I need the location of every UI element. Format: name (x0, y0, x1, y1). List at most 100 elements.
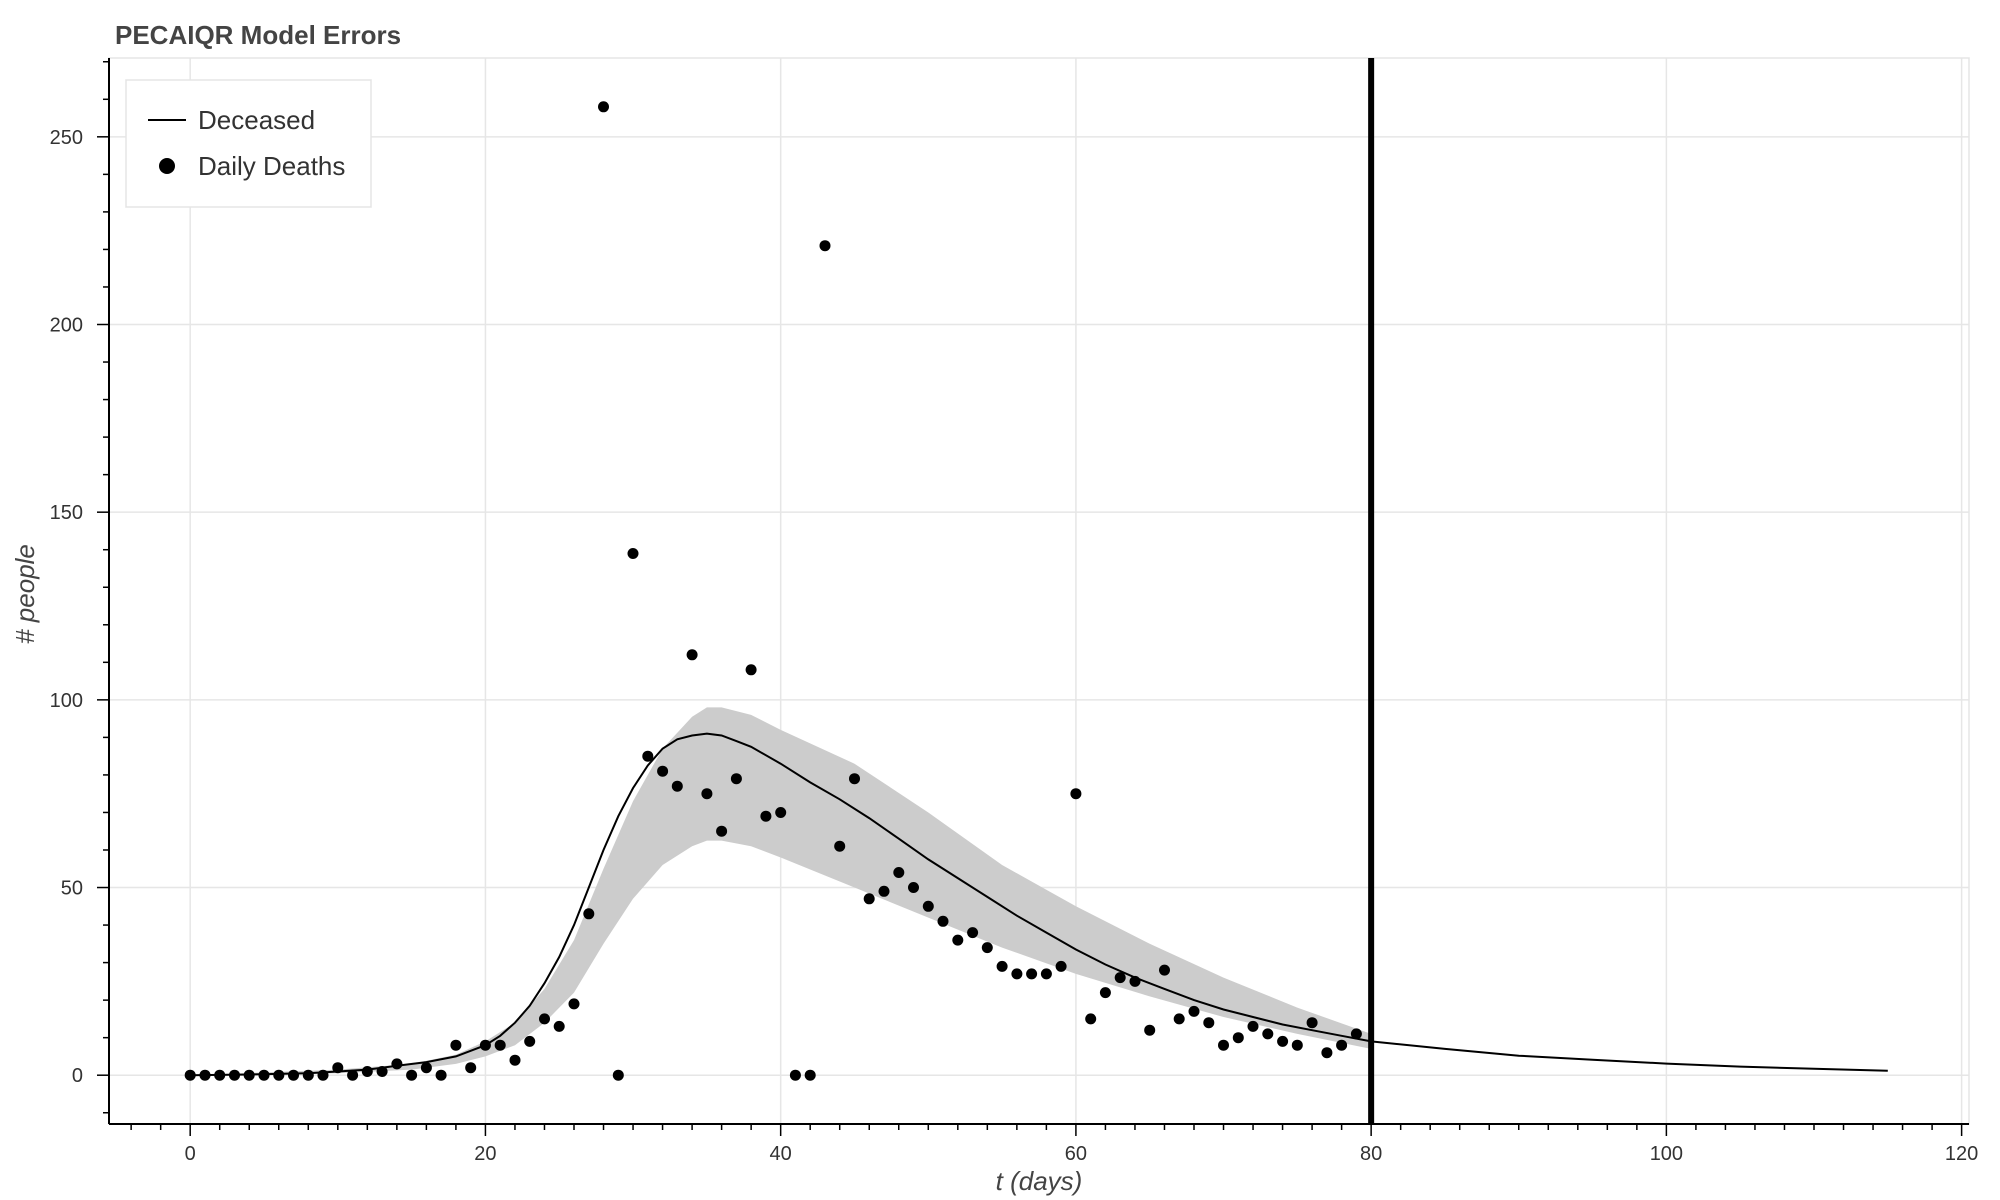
daily-deaths-point (1114, 972, 1126, 984)
daily-deaths-point (553, 1020, 565, 1032)
daily-deaths-point (583, 908, 595, 920)
daily-deaths-point (1159, 964, 1170, 976)
daily-deaths-point (952, 934, 964, 946)
daily-deaths-point (671, 780, 683, 792)
daily-deaths-point (967, 927, 979, 939)
daily-deaths-point (819, 240, 831, 252)
x-tick-label: 60 (1065, 1143, 1087, 1165)
x-tick-label: 100 (1650, 1143, 1683, 1165)
daily-deaths-point (1055, 960, 1067, 972)
y-tick-label: 0 (72, 1065, 83, 1087)
daily-deaths-point (1173, 1013, 1185, 1025)
daily-deaths-point (1099, 987, 1111, 999)
daily-deaths-point (657, 765, 669, 777)
daily-deaths-point (509, 1054, 521, 1066)
daily-deaths-point (479, 1039, 491, 1051)
uncertainty-band (190, 707, 1372, 1076)
daily-deaths-point (642, 750, 654, 762)
legend: Deceased Daily Deaths (125, 79, 372, 208)
y-tick-label: 100 (50, 690, 83, 712)
daily-deaths-point (243, 1069, 255, 1081)
legend-dot-swatch (159, 158, 175, 174)
y-axis-label: # people (10, 544, 40, 644)
daily-deaths-point (996, 960, 1008, 972)
daily-deaths-point (1321, 1047, 1333, 1059)
x-tick-label: 40 (770, 1143, 792, 1165)
daily-deaths-point (775, 807, 787, 818)
x-tick-label: 80 (1360, 1143, 1382, 1165)
daily-deaths-point (745, 664, 757, 676)
daily-deaths-point (229, 1069, 240, 1081)
daily-deaths-point (804, 1069, 816, 1081)
daily-deaths-point (834, 840, 846, 852)
daily-deaths-point (494, 1039, 506, 1051)
daily-deaths-point (465, 1062, 477, 1074)
daily-deaths-point (258, 1069, 270, 1081)
daily-deaths-point (1350, 1028, 1362, 1040)
daily-deaths-point (539, 1013, 550, 1025)
daily-deaths-point (730, 773, 742, 785)
daily-deaths-point (789, 1069, 801, 1081)
y-tick-label: 200 (50, 315, 83, 337)
x-tick-label: 20 (474, 1143, 496, 1165)
daily-deaths-point (302, 1069, 314, 1081)
daily-deaths-point (1144, 1024, 1156, 1036)
daily-deaths-point (1040, 968, 1052, 980)
daily-deaths-point (214, 1069, 226, 1081)
daily-deaths-point (568, 998, 580, 1010)
uncertainty-band-area (190, 707, 1372, 1076)
daily-deaths-point (760, 810, 772, 822)
daily-deaths-point (878, 885, 890, 897)
daily-deaths-point (376, 1066, 388, 1077)
daily-deaths-point (184, 1069, 196, 1081)
y-tick-label: 50 (61, 878, 83, 900)
daily-deaths-point (1011, 968, 1023, 980)
daily-deaths-point (1026, 968, 1038, 980)
daily-deaths-point (435, 1069, 447, 1081)
x-tick-label: 0 (185, 1143, 196, 1165)
daily-deaths-point (701, 788, 713, 800)
legend-label-daily-deaths: Daily Deaths (198, 151, 345, 181)
daily-deaths-point (863, 893, 875, 905)
daily-deaths-point (524, 1035, 536, 1047)
daily-deaths-series (184, 101, 1362, 1081)
daily-deaths-point (627, 548, 639, 559)
daily-deaths-point (273, 1069, 285, 1081)
daily-deaths-point (937, 915, 949, 927)
daily-deaths-point (1188, 1005, 1200, 1017)
daily-deaths-point (288, 1069, 299, 1081)
x-tick-label: 120 (1945, 1143, 1978, 1165)
ticks: 0 20 40 60 80 100 120 0 50 100 150 200 250 (50, 61, 1978, 1165)
daily-deaths-point (361, 1066, 373, 1077)
daily-deaths-point (317, 1069, 329, 1081)
daily-deaths-point (908, 882, 919, 893)
daily-deaths-point (406, 1069, 418, 1081)
legend-box (125, 79, 372, 208)
chart-title: PECAIQR Model Errors (115, 20, 402, 50)
daily-deaths-point (849, 773, 860, 785)
daily-deaths-point (1336, 1039, 1348, 1051)
daily-deaths-point (420, 1062, 432, 1074)
daily-deaths-point (1247, 1020, 1259, 1032)
y-tick-label: 150 (50, 502, 83, 524)
plot-frame (108, 57, 1970, 1125)
daily-deaths-point (598, 101, 609, 113)
daily-deaths-point (893, 867, 905, 878)
daily-deaths-point (391, 1058, 403, 1070)
daily-deaths-point (981, 942, 993, 954)
daily-deaths-point (922, 900, 934, 912)
daily-deaths-point (450, 1039, 462, 1051)
daily-deaths-point (1218, 1039, 1229, 1051)
daily-deaths-point (1262, 1028, 1274, 1040)
axes (108, 58, 1969, 1125)
daily-deaths-point (1070, 788, 1082, 800)
daily-deaths-point (1203, 1017, 1215, 1029)
daily-deaths-point (1232, 1032, 1244, 1044)
daily-deaths-point (347, 1069, 359, 1081)
y-tick-label: 250 (50, 127, 83, 149)
daily-deaths-point (716, 825, 728, 837)
daily-deaths-point (612, 1069, 624, 1081)
daily-deaths-point (332, 1062, 344, 1074)
grid (109, 58, 1969, 1124)
